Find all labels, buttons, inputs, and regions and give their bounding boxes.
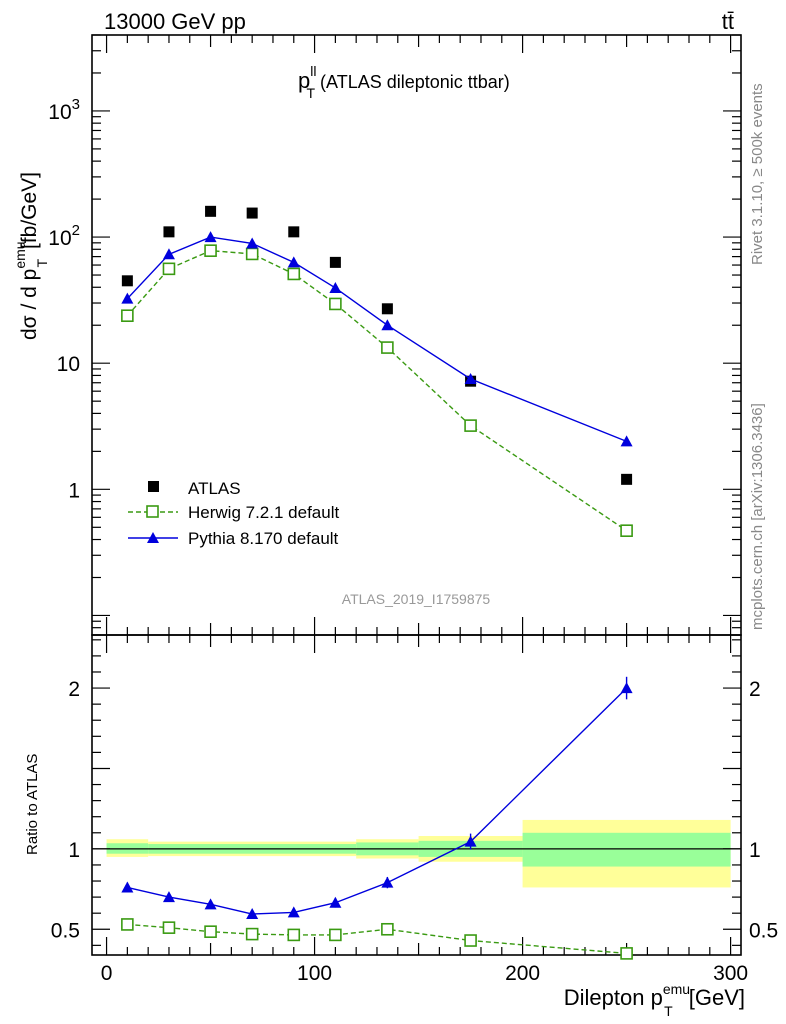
x-tick-label: 300 <box>713 962 748 985</box>
ratio-plot-frame <box>91 634 742 956</box>
main-point-pythia <box>162 248 175 260</box>
ratio-y-tick-label-left: 0.5 <box>51 919 80 942</box>
data-series <box>121 205 633 960</box>
main-plot-title: pll T (ATLAS dileptonic ttbar) <box>298 63 510 101</box>
legend-label-atlas: ATLAS <box>188 479 241 498</box>
ratio-point-herwig <box>329 928 342 942</box>
ratio-y-tick-label-right: 1 <box>749 839 761 862</box>
ratio-point-pythia <box>329 896 342 908</box>
ratio-y-tick-label-right: 0.5 <box>749 919 778 942</box>
ratio-point-pythia <box>287 906 300 918</box>
ratio-y-axis-label: Ratio to ATLAS <box>24 754 41 855</box>
ratio-point-herwig <box>620 947 633 960</box>
ratio-point-herwig <box>464 934 477 947</box>
x-axis-label: Dilepton pemu T [GeV] <box>564 981 745 1019</box>
main-point-pythia <box>121 292 134 304</box>
legend-marker-atlas <box>148 481 159 492</box>
main-point-atlas <box>621 473 633 485</box>
ratio-point-herwig <box>204 925 217 938</box>
legend: ATLAS Herwig 7.2.1 default Pythia 8.170 … <box>128 479 339 548</box>
x-tick-label: 200 <box>505 962 540 985</box>
main-point-herwig <box>287 267 301 281</box>
main-point-pythia <box>246 237 259 249</box>
ratio-line-herwig <box>127 923 627 955</box>
main-point-herwig <box>381 341 394 354</box>
ratio-point-pythia <box>620 682 633 694</box>
rivet-version-label: Rivet 3.1.10, ≥ 500k events <box>749 83 766 265</box>
main-line-pythia <box>126 236 627 443</box>
uncertainty-bands <box>92 819 741 888</box>
main-y-tick-label: 1 <box>68 479 80 502</box>
legend-label-pythia: Pythia 8.170 default <box>188 529 339 548</box>
ratio-point-herwig <box>162 921 176 934</box>
main-y-tick-label: 10 <box>57 353 80 376</box>
main-point-pythia <box>381 319 394 331</box>
mcplots-label: mcplots.cern.ch [arXiv:1306.3436] <box>749 403 766 630</box>
main-point-herwig <box>464 419 477 432</box>
legend-marker-pythia <box>147 532 159 543</box>
main-point-pythia <box>204 231 217 243</box>
main-point-herwig <box>162 262 176 276</box>
main-point-pythia <box>287 256 300 268</box>
process-label: tt̄ <box>722 9 734 34</box>
main-point-pythia <box>464 372 477 384</box>
main-point-herwig <box>620 524 633 537</box>
ratio-point-herwig <box>287 928 301 942</box>
ratio-point-pythia <box>246 907 259 919</box>
main-point-herwig <box>204 244 217 257</box>
ratio-point-herwig <box>121 918 134 931</box>
ratio-y-tick-label-right: 2 <box>749 678 761 701</box>
legend-marker-herwig <box>146 505 159 518</box>
ratio-y-tick-label-left: 2 <box>68 678 80 701</box>
main-point-atlas <box>246 207 258 219</box>
main-point-herwig <box>245 247 259 261</box>
main-y-tick-label: 103 <box>48 96 80 124</box>
main-point-atlas <box>288 226 300 238</box>
ratio-point-herwig <box>381 922 394 936</box>
ratio-point-pythia <box>121 881 134 893</box>
main-point-pythia <box>329 281 342 293</box>
main-point-atlas <box>205 205 217 217</box>
x-tick-label: 100 <box>297 962 332 985</box>
main-point-atlas <box>329 256 341 268</box>
band-green-4 <box>522 832 731 867</box>
ratio-point-herwig <box>245 927 259 941</box>
main-point-atlas <box>121 275 133 287</box>
main-y-tick-label: 102 <box>48 222 80 250</box>
main-point-herwig <box>329 297 342 311</box>
ratio-point-pythia <box>464 835 477 847</box>
main-point-pythia <box>620 435 633 447</box>
legend-label-herwig: Herwig 7.2.1 default <box>188 503 339 522</box>
ratio-point-pythia <box>204 898 217 910</box>
main-point-atlas <box>163 226 175 238</box>
analysis-id-label: ATLAS_2019_I1759875 <box>342 591 491 607</box>
ratio-point-pythia <box>162 891 175 903</box>
main-point-atlas <box>381 303 393 315</box>
ratio-y-tick-label-left: 1 <box>68 839 80 862</box>
energy-label: 13000 GeV pp <box>104 9 246 34</box>
main-y-axis-label: dσ / d pemu T [fb/GeV] <box>12 172 50 340</box>
ratio-point-pythia <box>381 876 394 888</box>
x-tick-label: 0 <box>101 962 113 985</box>
main-point-herwig <box>121 309 134 323</box>
